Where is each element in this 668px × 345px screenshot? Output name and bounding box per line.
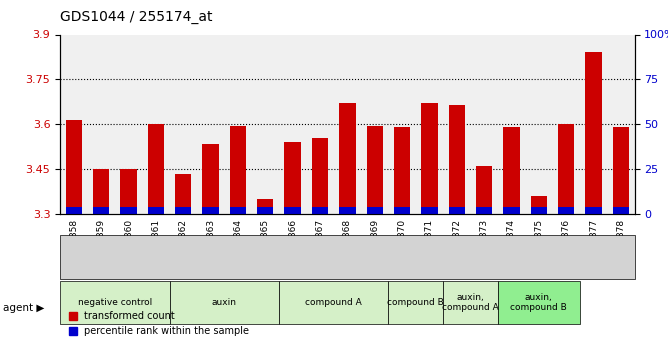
Text: agent ▶: agent ▶ <box>3 303 45 313</box>
Bar <box>558 207 574 214</box>
FancyBboxPatch shape <box>443 281 498 324</box>
Bar <box>476 207 492 214</box>
Bar <box>93 207 110 214</box>
Bar <box>285 142 301 214</box>
Bar <box>530 196 547 214</box>
Bar <box>312 207 328 214</box>
Bar <box>257 199 273 214</box>
Bar <box>120 169 137 214</box>
Bar <box>93 169 110 214</box>
Bar <box>230 126 246 214</box>
Bar <box>312 138 328 214</box>
FancyBboxPatch shape <box>279 281 388 324</box>
Bar <box>613 127 629 214</box>
Text: negative control: negative control <box>77 298 152 307</box>
Bar <box>148 207 164 214</box>
Bar <box>585 52 602 214</box>
Bar <box>202 144 219 214</box>
FancyBboxPatch shape <box>498 281 580 324</box>
Text: auxin: auxin <box>212 298 236 307</box>
Bar <box>394 207 410 214</box>
Bar <box>202 207 219 214</box>
Legend: transformed count, percentile rank within the sample: transformed count, percentile rank withi… <box>65 307 253 340</box>
Bar <box>339 207 355 214</box>
Bar <box>65 120 82 214</box>
Bar <box>503 127 520 214</box>
Text: auxin,
compound B: auxin, compound B <box>510 293 567 313</box>
Bar <box>449 105 465 214</box>
Text: GDS1044 / 255174_at: GDS1044 / 255174_at <box>60 10 212 24</box>
Bar <box>339 103 355 214</box>
Bar <box>585 207 602 214</box>
Bar <box>394 127 410 214</box>
Bar <box>422 103 438 214</box>
Bar <box>148 124 164 214</box>
Bar <box>503 207 520 214</box>
Text: auxin,
compound A: auxin, compound A <box>442 293 499 313</box>
Bar <box>175 174 192 214</box>
Bar <box>65 207 82 214</box>
Text: compound B: compound B <box>387 298 444 307</box>
FancyBboxPatch shape <box>388 281 443 324</box>
Text: compound A: compound A <box>305 298 362 307</box>
Bar <box>120 207 137 214</box>
FancyBboxPatch shape <box>60 235 635 279</box>
Bar <box>230 207 246 214</box>
Bar <box>530 207 547 214</box>
FancyBboxPatch shape <box>170 281 279 324</box>
Bar <box>558 124 574 214</box>
Bar <box>422 207 438 214</box>
FancyBboxPatch shape <box>60 281 170 324</box>
Bar <box>476 166 492 214</box>
Bar <box>367 126 383 214</box>
Bar <box>285 207 301 214</box>
Bar <box>367 207 383 214</box>
Bar <box>613 207 629 214</box>
Bar <box>175 207 192 214</box>
Bar <box>449 207 465 214</box>
Bar <box>257 207 273 214</box>
